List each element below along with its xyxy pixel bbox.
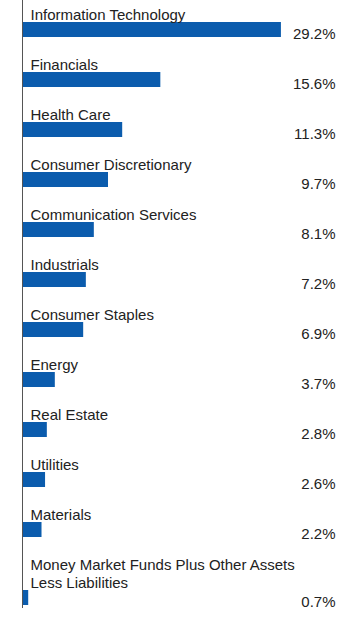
svg-text:11.3%: 11.3% bbox=[294, 125, 335, 142]
svg-text:2.2%: 2.2% bbox=[301, 525, 335, 542]
svg-text:Utilities: Utilities bbox=[31, 456, 79, 473]
svg-text:2.8%: 2.8% bbox=[301, 425, 335, 442]
svg-text:Information Technology: Information Technology bbox=[31, 6, 186, 23]
svg-text:Money Market Funds Plus Other: Money Market Funds Plus Other AssetsLess… bbox=[31, 556, 295, 591]
svg-text:8.1%: 8.1% bbox=[301, 225, 335, 242]
svg-text:Health Care: Health Care bbox=[31, 106, 111, 123]
svg-text:6.9%: 6.9% bbox=[301, 325, 335, 342]
svg-text:29.2%: 29.2% bbox=[293, 25, 336, 42]
svg-text:Communication Services: Communication Services bbox=[31, 206, 197, 223]
svg-text:Materials: Materials bbox=[31, 506, 92, 523]
svg-text:7.2%: 7.2% bbox=[301, 275, 335, 292]
svg-text:Real Estate: Real Estate bbox=[31, 406, 109, 423]
svg-text:Industrials: Industrials bbox=[31, 256, 99, 273]
svg-text:2.6%: 2.6% bbox=[301, 475, 335, 492]
svg-text:3.7%: 3.7% bbox=[301, 375, 335, 392]
svg-text:0.7%: 0.7% bbox=[301, 593, 335, 610]
svg-text:Energy: Energy bbox=[31, 356, 79, 373]
svg-text:9.7%: 9.7% bbox=[301, 175, 335, 192]
svg-text:Consumer Staples: Consumer Staples bbox=[31, 306, 154, 323]
svg-text:Financials: Financials bbox=[31, 56, 99, 73]
svg-text:15.6%: 15.6% bbox=[293, 75, 336, 92]
svg-text:Consumer Discretionary: Consumer Discretionary bbox=[31, 156, 192, 173]
